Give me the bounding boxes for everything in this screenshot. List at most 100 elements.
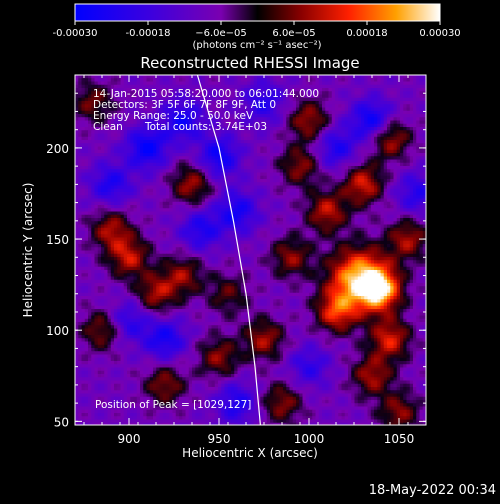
heatmap-cell [264, 189, 268, 193]
heatmap-cell [329, 160, 333, 164]
heatmap-cell [195, 163, 199, 167]
heatmap-cell [361, 134, 365, 138]
heatmap-cell [338, 221, 342, 225]
heatmap-cell [75, 169, 79, 173]
heatmap-cell [416, 75, 420, 79]
heatmap-cell [387, 104, 391, 108]
heatmap-cell [75, 212, 79, 216]
heatmap-cell [124, 215, 128, 219]
heatmap-cell [150, 169, 154, 173]
heatmap-cell [342, 218, 346, 222]
heatmap-cell [238, 82, 242, 86]
heatmap-cell [82, 218, 86, 222]
heatmap-cell [85, 134, 89, 138]
heatmap-cell [238, 218, 242, 222]
heatmap-cell [82, 104, 86, 108]
heatmap-cell [306, 117, 310, 121]
heatmap-cell [325, 104, 329, 108]
heatmap-cell [410, 117, 414, 121]
heatmap-cell [179, 166, 183, 170]
heatmap-cell [192, 208, 196, 212]
heatmap-cell [82, 192, 86, 196]
heatmap-cell [400, 176, 404, 180]
heatmap-cell [147, 215, 151, 219]
heatmap-cell [228, 166, 232, 170]
heatmap-cell [101, 212, 105, 216]
heatmap-cell [368, 153, 372, 157]
heatmap-cell [85, 199, 89, 203]
heatmap-cell [108, 163, 112, 167]
heatmap-cell [319, 208, 323, 212]
heatmap-cell [225, 195, 229, 199]
heatmap-cell [332, 192, 336, 196]
heatmap-cell [277, 208, 281, 212]
heatmap-cell [390, 108, 394, 112]
heatmap-cell [179, 208, 183, 212]
heatmap-cell [104, 208, 108, 212]
heatmap-cell [410, 124, 414, 128]
heatmap-cell [387, 199, 391, 203]
heatmap-cell [397, 140, 401, 144]
heatmap-cell [208, 143, 212, 147]
heatmap-cell [121, 150, 125, 154]
heatmap-cell [345, 218, 349, 222]
heatmap-cell [231, 75, 235, 79]
heatmap-cell [130, 212, 134, 216]
heatmap-cell [368, 218, 372, 222]
heatmap-cell [407, 153, 411, 157]
heatmap-cell [319, 212, 323, 216]
heatmap-cell [371, 91, 375, 95]
heatmap-cell [410, 160, 414, 164]
heatmap-cell [400, 153, 404, 157]
heatmap-cell [358, 82, 362, 86]
heatmap-cell [173, 176, 177, 180]
heatmap-cell [257, 186, 261, 190]
heatmap-cell [85, 202, 89, 206]
heatmap-cell [280, 186, 284, 190]
heatmap-cell [316, 108, 320, 112]
heatmap-cell [156, 143, 160, 147]
heatmap-cell [257, 111, 261, 115]
heatmap-cell [205, 134, 209, 138]
heatmap-cell [290, 179, 294, 183]
heatmap-cell [348, 218, 352, 222]
heatmap-cell [264, 163, 268, 167]
heatmap-cell [345, 85, 349, 89]
heatmap-cell [117, 173, 121, 177]
heatmap-cell [309, 134, 313, 138]
heatmap-cell [381, 192, 385, 196]
heatmap-cell [290, 104, 294, 108]
heatmap-cell [286, 169, 290, 173]
heatmap-cell [117, 195, 121, 199]
heatmap-cell [312, 169, 316, 173]
heatmap-cell [260, 179, 264, 183]
heatmap-cell [137, 192, 141, 196]
heatmap-cell [260, 75, 264, 79]
heatmap-cell [374, 179, 378, 183]
heatmap-cell [143, 140, 147, 144]
heatmap-cell [306, 127, 310, 131]
heatmap-cell [296, 176, 300, 180]
heatmap-cell [296, 166, 300, 170]
heatmap-cell [98, 82, 102, 86]
heatmap-cell [342, 121, 346, 125]
heatmap-cell [215, 160, 219, 164]
heatmap-cell [381, 189, 385, 193]
heatmap-cell [368, 169, 372, 173]
heatmap-cell [75, 192, 79, 196]
heatmap-cell [299, 189, 303, 193]
heatmap-cell [130, 189, 134, 193]
heatmap-cell [416, 189, 420, 193]
heatmap-cell [394, 205, 398, 209]
heatmap-cell [394, 95, 398, 99]
heatmap-cell [104, 134, 108, 138]
heatmap-cell [293, 215, 297, 219]
heatmap-cell [169, 205, 173, 209]
heatmap-cell [85, 101, 89, 105]
heatmap-cell [290, 147, 294, 151]
heatmap-cell [397, 221, 401, 225]
heatmap-cell [169, 156, 173, 160]
heatmap-cell [140, 124, 144, 128]
heatmap-cell [192, 195, 196, 199]
heatmap-cell [410, 101, 414, 105]
